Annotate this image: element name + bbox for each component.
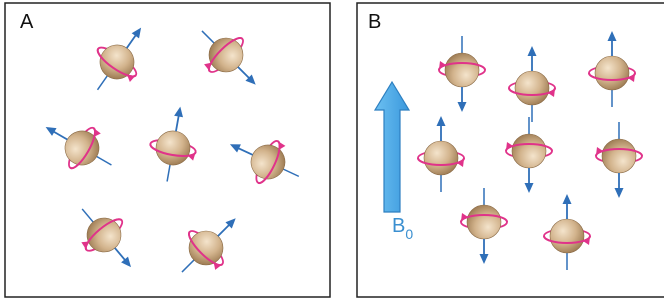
field-symbol: B xyxy=(392,215,405,237)
page: A B B0 (() => { const data = JSON.parse(… xyxy=(0,0,664,302)
panel-label: B xyxy=(368,11,381,33)
sphere xyxy=(602,139,636,173)
sphere xyxy=(512,134,546,168)
sphere xyxy=(595,56,629,90)
figure: A B B0 xyxy=(0,0,664,302)
field-subscript: 0 xyxy=(405,226,413,242)
sphere xyxy=(424,141,458,175)
sphere xyxy=(445,53,479,87)
sphere xyxy=(550,219,584,253)
sphere xyxy=(515,71,549,105)
sphere xyxy=(467,205,501,239)
panel-label: A xyxy=(20,11,34,33)
